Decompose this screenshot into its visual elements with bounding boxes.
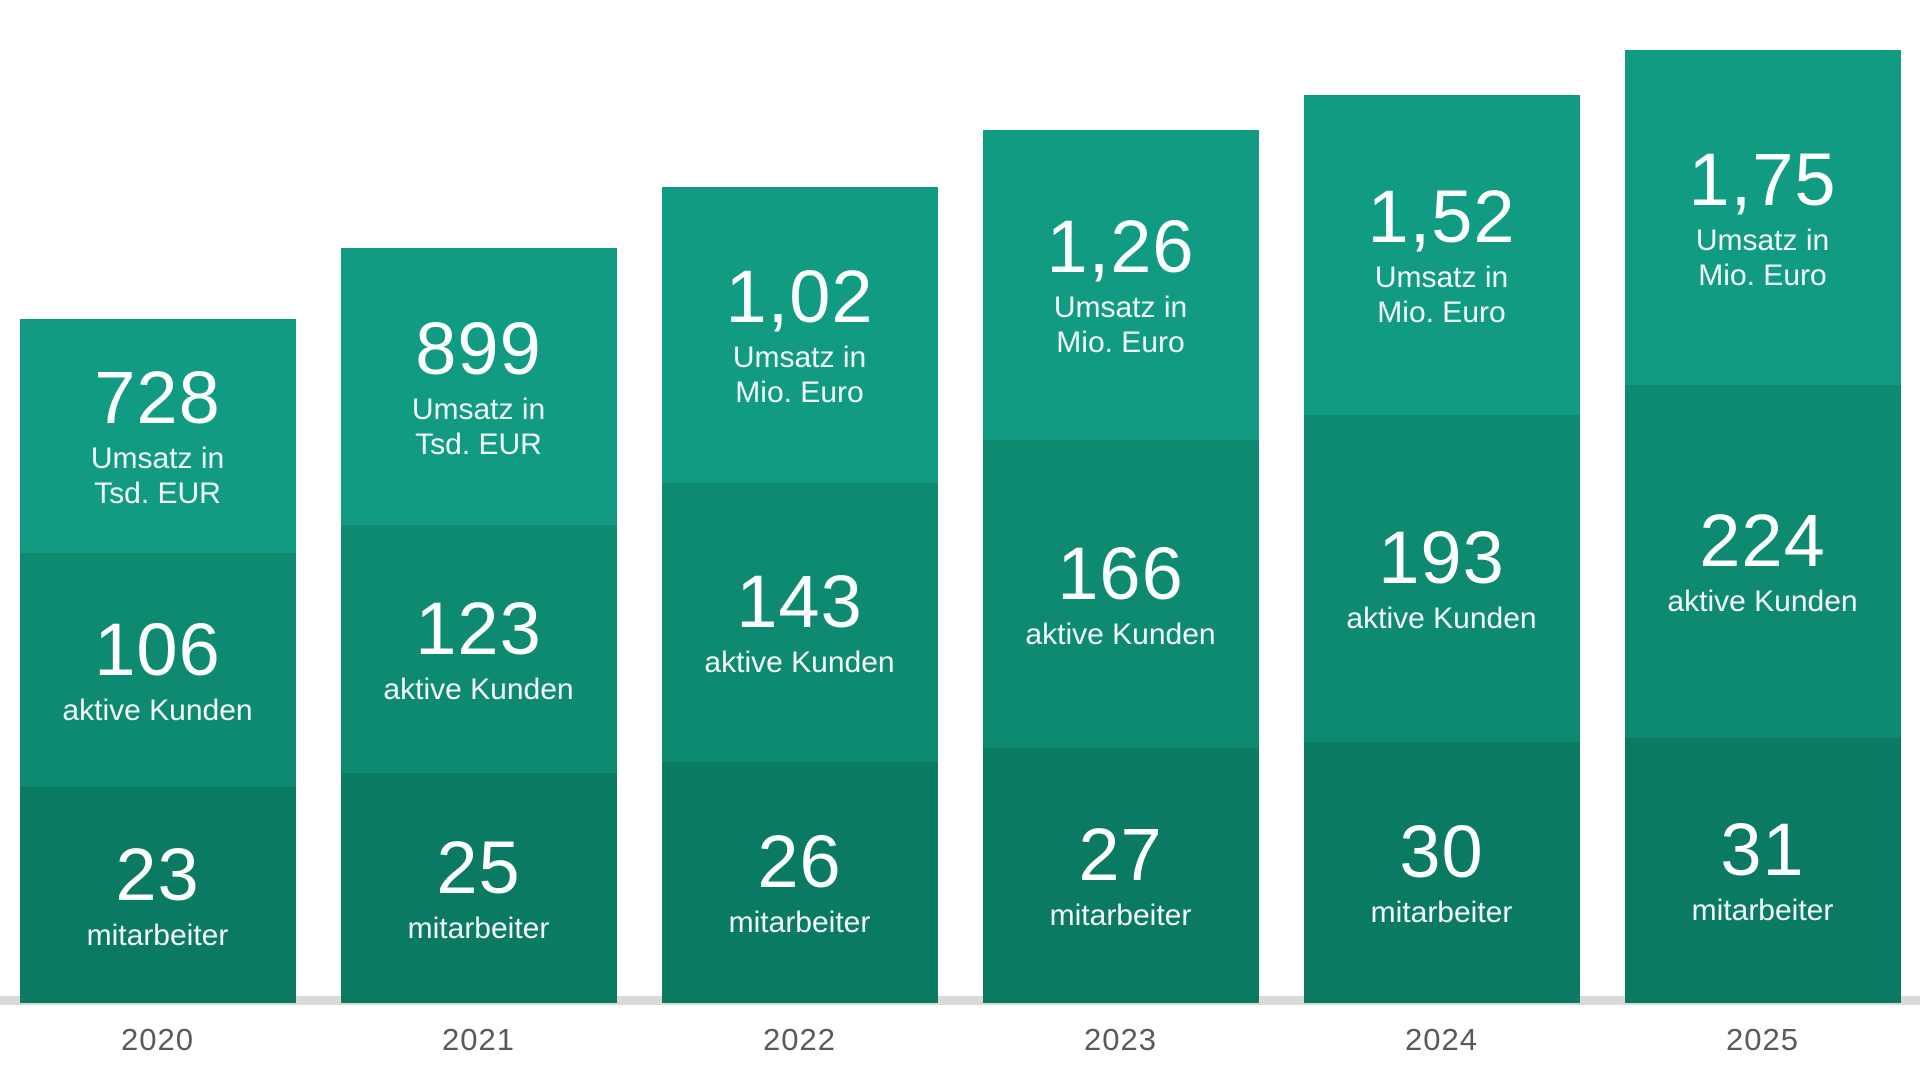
employees-label: mitarbeiter [1049,899,1192,933]
employees-label: mitarbeiter [1370,896,1513,930]
customers-segment: 106 aktive Kunden [19,553,296,787]
bar-column-2023: 1,26 Umsatz in Mio. Euro 166 aktive Kund… [982,0,1259,1080]
revenue-segment: 1,75 Umsatz in Mio. Euro [1624,50,1901,385]
employees-label: mitarbeiter [86,918,229,952]
revenue-value: 899 [415,306,542,390]
revenue-label-line1: Umsatz in [411,392,546,426]
bar-column-2022: 1,02 Umsatz in Mio. Euro 143 aktive Kund… [661,0,938,1080]
revenue-segment: 899 Umsatz in Tsd. EUR [340,248,617,525]
employees-label: mitarbeiter [1691,894,1834,928]
employees-value: 25 [436,825,521,909]
revenue-segment: 728 Umsatz in Tsd. EUR [19,319,296,553]
x-axis-baseline [0,996,1920,1005]
year-label: 2024 [1405,1022,1478,1057]
customers-label: aktive Kunden [704,646,895,680]
revenue-label: Umsatz in Mio. Euro [1696,223,1829,294]
year-label: 2022 [763,1022,836,1057]
employees-segment: 26 mitarbeiter [661,762,938,1003]
customers-segment: 193 aktive Kunden [1303,415,1580,742]
employees-segment: 27 mitarbeiter [982,748,1259,1003]
employees-segment: 30 mitarbeiter [1303,742,1580,1003]
revenue-segment: 1,26 Umsatz in Mio. Euro [982,130,1259,440]
revenue-label: Umsatz in Mio. Euro [1375,260,1508,331]
year-label: 2023 [1084,1022,1157,1057]
revenue-value: 1,75 [1688,137,1837,221]
customers-label: aktive Kunden [62,693,253,727]
customers-segment: 224 aktive Kunden [1624,385,1901,738]
employees-segment: 25 mitarbeiter [340,773,617,1003]
revenue-label: Umsatz in Mio. Euro [733,340,866,411]
revenue-value: 1,26 [1046,205,1195,289]
revenue-label-line2: Tsd. EUR [415,427,542,461]
bar-column-2024: 1,52 Umsatz in Mio. Euro 193 aktive Kund… [1303,0,1580,1080]
revenue-label-line1: Umsatz in [1053,291,1188,325]
employees-value: 31 [1720,808,1805,892]
customers-label: aktive Kunden [1025,617,1216,651]
customers-segment: 143 aktive Kunden [661,483,938,762]
customers-label: aktive Kunden [1346,602,1537,636]
revenue-segment: 1,02 Umsatz in Mio. Euro [661,187,938,483]
bar-column-2021: 899 Umsatz in Tsd. EUR 123 aktive Kunden… [340,0,617,1080]
year-label: 2020 [121,1022,194,1057]
employees-value: 30 [1399,810,1484,894]
customers-label: aktive Kunden [383,672,574,706]
revenue-label: Umsatz in Tsd. EUR [412,392,545,463]
customers-segment: 123 aktive Kunden [340,525,617,773]
revenue-label-line1: Umsatz in [732,341,867,375]
revenue-label-line2: Mio. Euro [1698,258,1827,292]
revenue-label: Umsatz in Tsd. EUR [91,441,224,512]
customers-label: aktive Kunden [1667,585,1858,619]
employees-segment: 23 mitarbeiter [19,787,296,1003]
revenue-value: 728 [94,356,221,440]
revenue-label-line1: Umsatz in [90,442,225,476]
employees-value: 23 [115,832,200,916]
revenue-label-line2: Mio. Euro [735,376,864,410]
customers-value: 143 [736,560,863,644]
employees-value: 27 [1078,813,1163,897]
bar-column-2025: 1,75 Umsatz in Mio. Euro 224 aktive Kund… [1624,0,1901,1080]
customers-value: 106 [94,607,221,691]
year-label: 2025 [1726,1022,1799,1057]
revenue-label-line2: Tsd. EUR [94,477,221,511]
customers-value: 224 [1699,499,1826,583]
revenue-segment: 1,52 Umsatz in Mio. Euro [1303,95,1580,415]
revenue-label-line1: Umsatz in [1374,261,1509,295]
revenue-label-line2: Mio. Euro [1377,296,1506,330]
revenue-label-line1: Umsatz in [1695,223,1830,257]
customers-value: 193 [1378,516,1505,600]
employees-value: 26 [757,820,842,904]
customers-segment: 166 aktive Kunden [982,440,1259,748]
customers-value: 166 [1057,531,1184,615]
revenue-value: 1,52 [1367,175,1516,259]
bar-column-2020: 728 Umsatz in Tsd. EUR 106 aktive Kunden… [19,0,296,1080]
employees-label: mitarbeiter [407,911,550,945]
revenue-value: 1,02 [725,255,874,339]
employees-segment: 31 mitarbeiter [1624,738,1901,1003]
year-label: 2021 [442,1022,515,1057]
revenue-label-line2: Mio. Euro [1056,326,1185,360]
customers-value: 123 [415,586,542,670]
revenue-label: Umsatz in Mio. Euro [1054,290,1187,361]
employees-label: mitarbeiter [728,906,871,940]
